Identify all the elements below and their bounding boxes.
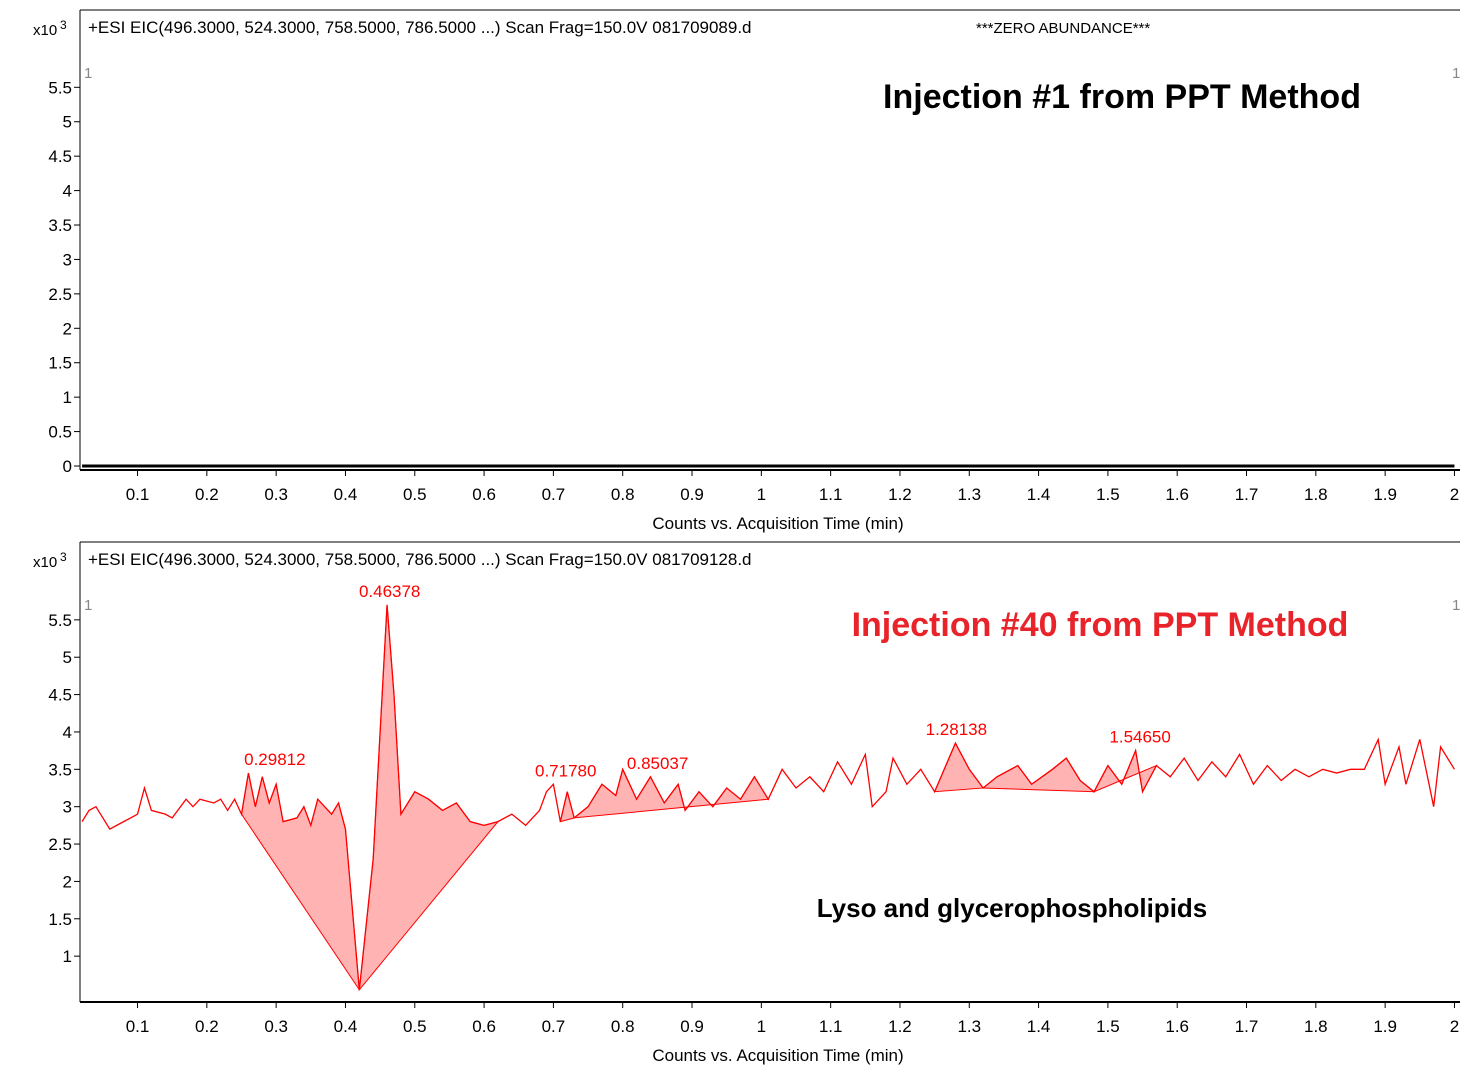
integration-area (240, 772, 360, 991)
x-tick-label: 1.3 (957, 485, 981, 504)
x-tick-label: 0.6 (472, 485, 496, 504)
x-tick-label: 0.2 (195, 1017, 219, 1036)
x-tick-label: 1.7 (1235, 485, 1259, 504)
panel-marker: 1 (84, 597, 92, 614)
chart-title: Injection #40 from PPT Method (852, 606, 1349, 644)
header: +ESI EIC(496.3000, 524.3000, 758.5000, 7… (88, 18, 752, 37)
y-tick-label: 1.5 (48, 354, 72, 373)
y-tick-label: 4.5 (48, 686, 72, 705)
chart-title: Injection #1 from PPT Method (883, 78, 1361, 116)
header: +ESI EIC(496.3000, 524.3000, 758.5000, 7… (88, 550, 752, 569)
y-tick-label: 5.5 (48, 611, 72, 630)
x-tick-label: 0.7 (542, 1017, 566, 1036)
x-tick-label: 0.3 (264, 485, 288, 504)
x-tick-label: 1.9 (1373, 485, 1397, 504)
peak-label: 0.85037 (627, 754, 688, 773)
data-line (81, 604, 1456, 990)
y-tick-label: 2.5 (48, 835, 72, 854)
x-tick-label: 1.1 (819, 485, 843, 504)
integration-area (358, 604, 500, 992)
x-tick-label: 0.4 (334, 485, 358, 504)
x-tick-label: 1.2 (888, 1017, 912, 1036)
x-tick-label: 0.8 (611, 485, 635, 504)
x-tick-label: 2 (1450, 485, 1459, 504)
x-tick-label: 0.4 (334, 1017, 358, 1036)
x-tick-label: 0.3 (264, 1017, 288, 1036)
x-tick-label: 1.7 (1235, 1017, 1259, 1036)
integration-area (559, 791, 575, 823)
y-tick-label: 1 (63, 947, 72, 966)
panel-marker: 1 (84, 65, 92, 82)
integration-area (1092, 748, 1158, 794)
x-axis-label: Counts vs. Acquisition Time (min) (652, 514, 903, 533)
y-tick-label: 1.5 (48, 910, 72, 929)
annotation: Lyso and glycerophospholipids (817, 893, 1208, 923)
x-tick-label: 1.5 (1096, 485, 1120, 504)
x-tick-label: 1.9 (1373, 1017, 1397, 1036)
peak-label: 1.54650 (1109, 728, 1170, 747)
x-tick-label: 1.6 (1165, 1017, 1189, 1036)
x-tick-label: 1.6 (1165, 485, 1189, 504)
x-tick-label: 1 (757, 485, 766, 504)
y-tick-label: 4.5 (48, 147, 72, 166)
peak-label: 0.46378 (359, 582, 420, 601)
y-tick-label: 3 (63, 798, 72, 817)
y-tick-label: 0 (63, 457, 72, 476)
x-tick-label: 1.8 (1304, 1017, 1328, 1036)
y-tick-label: 3.5 (48, 216, 72, 235)
y-tick-label: 2.5 (48, 285, 72, 304)
x-tick-label: 1.1 (819, 1017, 843, 1036)
x-tick-label: 0.8 (611, 1017, 635, 1036)
x-tick-label: 1.4 (1027, 485, 1051, 504)
x-tick-label: 0.2 (195, 485, 219, 504)
y-unit-exponent: 3 (60, 550, 67, 564)
x-tick-label: 0.1 (126, 485, 150, 504)
chart-panel: +ESI EIC(496.3000, 524.3000, 758.5000, 7… (33, 541, 1460, 1065)
x-tick-label: 2 (1450, 1017, 1459, 1036)
y-tick-label: 5 (63, 648, 72, 667)
y-tick-label: 2 (63, 872, 72, 891)
x-tick-label: 0.1 (126, 1017, 150, 1036)
y-unit-exponent: 3 (60, 18, 67, 32)
x-tick-label: 0.9 (680, 1017, 704, 1036)
y-unit: x10 (33, 554, 57, 571)
x-axis-label: Counts vs. Acquisition Time (min) (652, 1046, 903, 1065)
y-tick-label: 3.5 (48, 760, 72, 779)
y-tick-label: 5 (63, 113, 72, 132)
y-tick-label: 2 (63, 319, 72, 338)
peak-label: 0.71780 (535, 761, 596, 780)
y-unit: x10 (33, 22, 57, 39)
y-tick-label: 1 (63, 388, 72, 407)
peak-label: 0.29812 (244, 750, 305, 769)
x-tick-label: 1.2 (888, 485, 912, 504)
y-tick-label: 5.5 (48, 78, 72, 97)
x-tick-label: 1.8 (1304, 485, 1328, 504)
x-tick-label: 0.5 (403, 1017, 427, 1036)
x-tick-label: 0.9 (680, 485, 704, 504)
y-tick-label: 4 (63, 182, 72, 201)
x-tick-label: 1 (757, 1017, 766, 1036)
x-tick-label: 0.5 (403, 485, 427, 504)
header-note: ***ZERO ABUNDANCE*** (976, 20, 1150, 37)
x-tick-label: 0.7 (542, 485, 566, 504)
x-tick-label: 0.6 (472, 1017, 496, 1036)
peak-label: 1.28138 (926, 720, 987, 739)
y-tick-label: 4 (63, 723, 72, 742)
y-tick-label: 0.5 (48, 423, 72, 442)
chart-panel: +ESI EIC(496.3000, 524.3000, 758.5000, 7… (33, 9, 1460, 533)
x-tick-label: 1.3 (957, 1017, 981, 1036)
x-tick-label: 1.4 (1027, 1017, 1051, 1036)
x-tick-label: 1.5 (1096, 1017, 1120, 1036)
y-tick-label: 3 (63, 250, 72, 269)
panel-marker: 1 (1452, 65, 1460, 82)
panel-marker: 1 (1452, 597, 1460, 614)
